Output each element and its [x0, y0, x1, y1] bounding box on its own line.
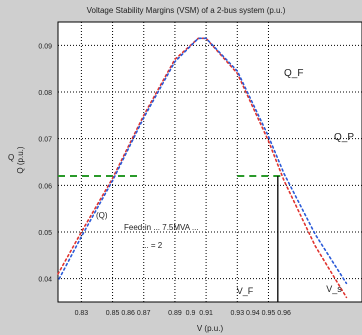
annotation-line-2: ... = 2: [142, 241, 163, 250]
x-axis-ticks: 0.83 0.85 0.86 0.87 0.89 0.9 0.91 0.93 0.94 0.95 0…: [75, 310, 291, 317]
chart-title: Voltage Stability Margins (VSM) of a 2-b…: [87, 6, 286, 15]
qf-curve-label: Q_F: [284, 68, 303, 79]
x-tick-label: 0.93: [230, 310, 244, 317]
x-tick-label: 0.85: [106, 310, 120, 317]
x-tick-label: 0.91: [199, 310, 213, 317]
x-tick-label: 0.89: [168, 310, 182, 317]
y-axis-label: Q (p.u.): [16, 146, 25, 173]
y-tick-label: 0.08: [38, 90, 52, 97]
y-tick-label: 0.06: [38, 183, 52, 190]
y-tick-label: 0.04: [38, 277, 52, 284]
y-tick-label: 0.07: [38, 137, 52, 144]
dq-label: (Q): [96, 211, 108, 220]
x-tick-label: 0.86: [121, 310, 135, 317]
series-line-qp: [57, 37, 348, 285]
vf-label: V_F: [237, 286, 254, 296]
annotation-line-1: Feed-in ... 7.5MVA ...: [124, 223, 199, 232]
plot-area: [57, 21, 362, 303]
reference-lines: [58, 175, 281, 302]
series-line-qf: [57, 37, 348, 299]
qp-curve-label: Q_P: [334, 132, 354, 143]
vs-label: V_s: [326, 284, 342, 294]
y-axis-ticks: 0.04 0.05 0.06 0.07 0.08 0.09: [38, 43, 52, 283]
x-tick-label: 0.95: [262, 310, 276, 317]
series-layer: [57, 37, 348, 299]
x-tick-label: 0.87: [137, 310, 151, 317]
x-axis-label: V (p.u.): [197, 324, 224, 333]
annotations: Q_F Q_P (Q) Feed-in ... 7.5MVA ... ... = 2 V_…: [8, 68, 354, 296]
x-tick-label: 0.9: [186, 310, 196, 317]
q-axis-marker: Q: [8, 153, 14, 162]
x-tick-label: 0.83: [75, 310, 89, 317]
x-tick-label: 0.96: [277, 310, 291, 317]
y-tick-label: 0.09: [38, 43, 52, 50]
x-tick-label: 0.94: [246, 310, 260, 317]
y-tick-label: 0.05: [38, 230, 52, 237]
